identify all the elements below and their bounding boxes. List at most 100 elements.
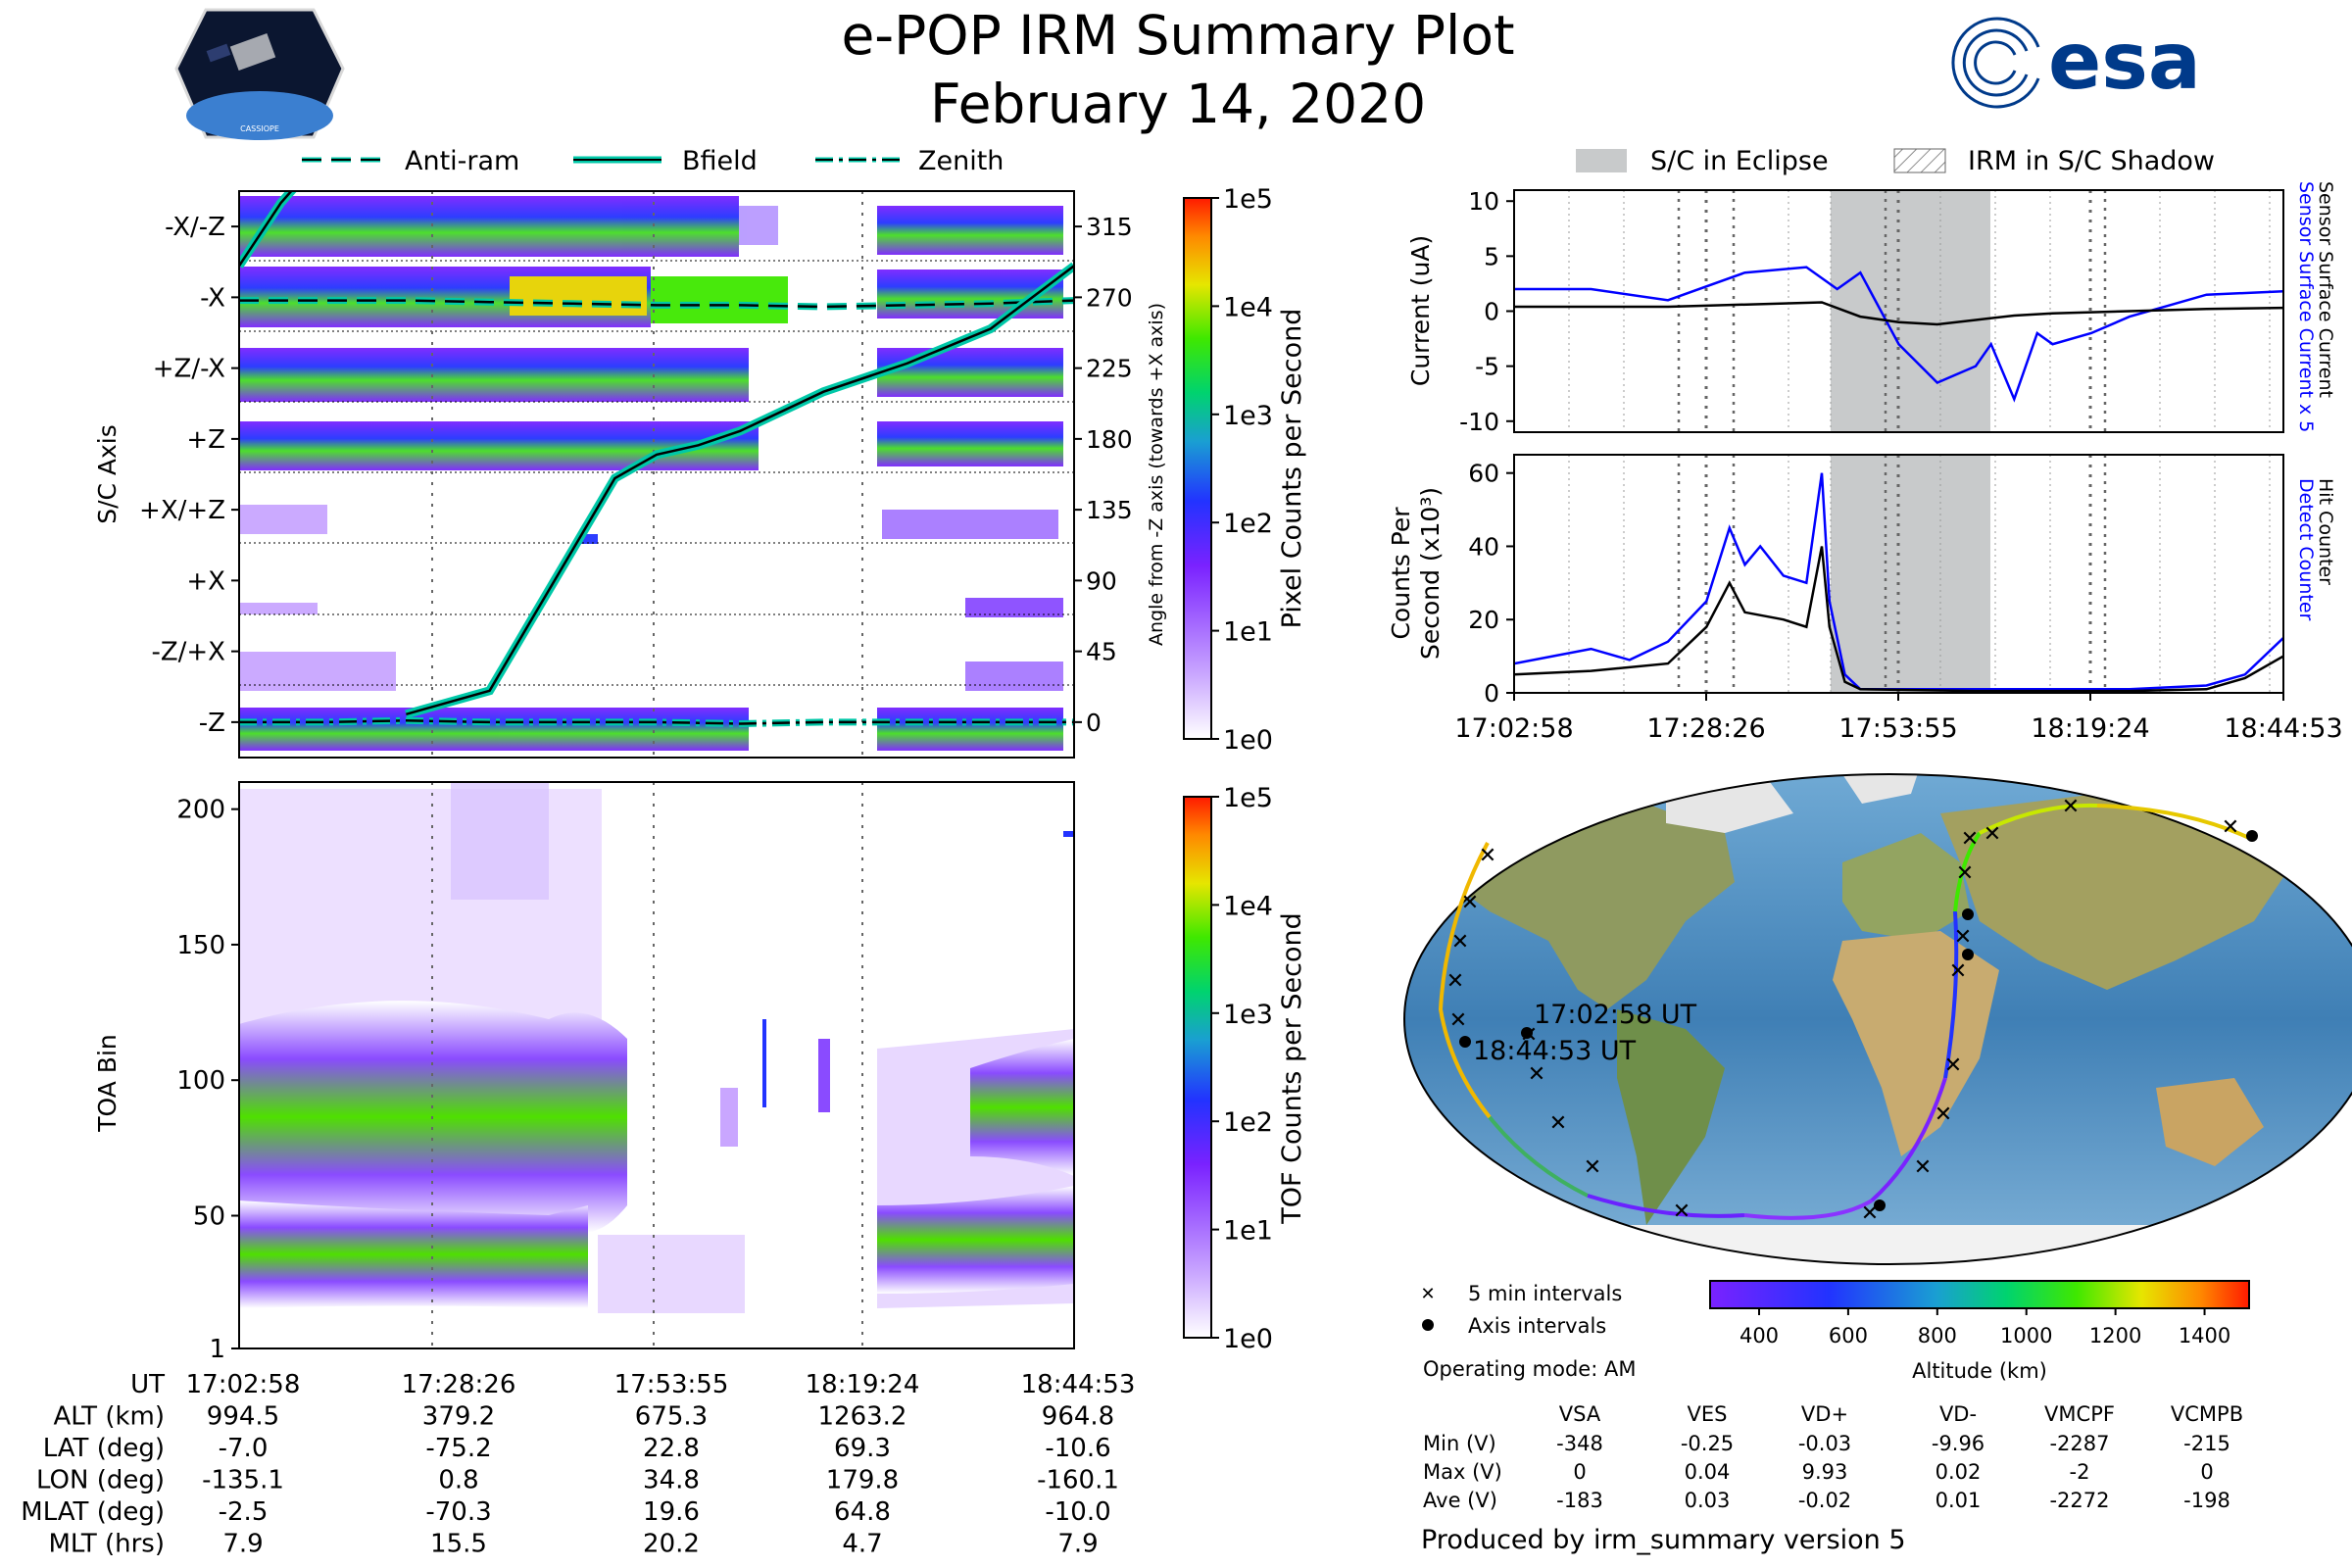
voltage-cell: -2 [2070,1460,2090,1484]
table-cell: 17:02:58 [186,1370,301,1399]
legend-axis-icon [1422,1319,1434,1331]
counts-ytick: 20 [1468,606,1499,634]
voltage-cell: -183 [1556,1489,1603,1512]
detect-counter-line [1514,472,2283,691]
table-cell: -160.1 [1037,1466,1119,1495]
axis-angle-tick: 315 [1086,213,1133,241]
map-legend: ✕ 5 min intervals Axis intervals Operati… [1420,1282,1636,1381]
axis-row-label: +Z [186,425,225,455]
axis-angle-tick: 90 [1086,566,1117,595]
table-row-label: MLT (hrs) [49,1530,166,1559]
voltage-cell: 0.01 [1936,1489,1982,1512]
axis-angle-tick: 0 [1086,709,1102,737]
voltage-cell: -215 [2183,1432,2230,1455]
colorbar-tick-label: 1e2 [1223,1107,1273,1138]
colorbar-tof-counts: 1e5 1e4 1e3 1e2 1e1 1e0 TOF Counts per Second [1183,783,1307,1354]
table-cell: 17:28:26 [402,1370,516,1399]
colorbar-tick-label: 1e3 [1223,1000,1273,1030]
colorbar-tick-label: 1e1 [1223,617,1273,648]
axis-row-labels: -X/-Z -X +Z/-X +Z +X/+Z +X -Z/+X -Z [139,213,239,738]
altitude-tick: 400 [1740,1324,1779,1348]
operating-mode: Operating mode: AM [1423,1357,1636,1381]
voltage-header: VMCPF [2044,1402,2115,1426]
map-start-label: 17:02:58 UT [1534,1000,1697,1030]
five-min-marker-icon: ✕ [1914,1155,1932,1180]
bfield-line [406,265,1074,716]
table-cell: 675.3 [635,1402,708,1432]
voltage-cell: 9.93 [1802,1460,1848,1484]
five-min-marker-icon: ✕ [1461,891,1479,915]
orbit-track [1438,803,2250,1220]
axis-heatmap [239,191,1074,758]
current-ylabel: Current (uA) [1406,235,1435,386]
colorbar-tick-label: 1e4 [1223,292,1273,322]
axis-row-label: +X/+Z [139,496,225,525]
anti-ram-line [239,299,1074,309]
toa-heatmap [239,782,1074,1348]
toa-ytick: 1 [209,1335,225,1364]
altitude-colorbar: 400 600 800 1000 1200 1400 Altitude (km) [1709,1280,2250,1383]
voltage-cell: -198 [2183,1489,2230,1512]
axis-interval-marker [2246,830,2258,842]
axis-row-label: -Z/+X [151,638,225,667]
voltage-header: VD+ [1801,1402,1848,1426]
legend-axis-label: Axis intervals [1468,1314,1606,1338]
table-cell: 18:44:53 [1021,1370,1136,1399]
table-cell: 64.8 [834,1497,891,1527]
counts-panel: 60 40 20 0 17:02:58 17:28:26 17:53:55 18:19:24… [1387,454,2343,744]
colorbar-pixel-counts: 1e5 1e4 1e3 1e2 1e1 1e0 Pixel Counts per Seco… [1183,184,1307,756]
legend-shadow: IRM in S/C Shadow [1968,146,2215,176]
voltage-cell: 0 [1573,1460,1586,1484]
five-min-marker-icon: ✕ [2062,795,2080,819]
table-cell: 69.3 [834,1434,891,1463]
voltage-cell: 0.03 [1685,1489,1731,1512]
counts-lines [1514,472,2283,693]
axis-angle-tick: 270 [1086,283,1133,312]
current-lines [1514,266,2283,403]
axis-interval-marker [1874,1200,1886,1211]
axis-angle-lines [239,191,1074,728]
voltage-cell: 0 [2200,1460,2213,1484]
counts-ytick: 40 [1468,532,1499,561]
right-legend: S/C in Eclipse IRM in S/C Shadow [1576,146,2215,176]
logo-esa-text: esa [2048,16,2201,107]
voltage-row-label: Max (V) [1423,1460,1502,1484]
legend-bfield: Bfield [682,146,758,176]
counts-right-label-black: Hit Counter [2315,478,2336,585]
voltage-header: VES [1688,1402,1728,1426]
table-cell: 20.2 [643,1530,700,1559]
table-row-label: UT [130,1370,165,1399]
colorbar-tick-label: 1e4 [1223,891,1273,921]
table-cell: -10.0 [1045,1497,1110,1527]
table-cell: 34.8 [643,1466,700,1495]
axis-right-ticks: 315 270 225 180 135 90 45 0 [1074,213,1133,737]
axis-interval-marker [1521,1027,1533,1039]
voltage-cell: -0.02 [1798,1489,1851,1512]
table-cell: 7.9 [222,1530,263,1559]
counts-right-label-blue: Detect Counter [2295,478,2317,621]
five-min-marker-icon: ✕ [1954,925,1972,950]
five-min-marker-icon: ✕ [1446,969,1464,994]
table-cell: 379.2 [422,1402,495,1432]
altitude-label: Altitude (km) [1912,1359,2047,1383]
voltage-header: VCMPB [2171,1402,2243,1426]
five-min-marker-icon: ✕ [2222,815,2239,840]
altitude-ticks: 400 600 800 1000 1200 1400 [1740,1308,2230,1348]
counts-xtick: 18:44:53 [2224,713,2342,744]
colorbar-tick-label: 1e2 [1223,509,1273,539]
counts-xtick: 17:53:55 [1838,713,1957,744]
counts-yticks: 60 40 20 0 [1468,460,1514,708]
colorbar-tick-label: 1e5 [1223,184,1273,215]
axis-panel: -X/-Z -X +Z/-X +Z +X/+Z +X -Z/+X -Z 315 270 225 18… [93,190,1167,759]
table-cell: 17:53:55 [614,1370,729,1399]
current-ytick: -5 [1475,353,1499,381]
voltage-cell: -0.25 [1681,1432,1734,1455]
voltage-header: VD- [1939,1402,1977,1426]
altitude-tick: 1400 [2179,1324,2230,1348]
five-min-marker-icon: ✕ [1528,1062,1545,1087]
orbit-map: ✕✕✕✕✕✕✕✕✕✕✕✕✕✕✕✕✕✕✕✕✕ 17:02:58 UT 18:44:… [1403,773,2352,1265]
hit-counter-line [1514,546,2283,693]
colorbar-bottom-label: TOF Counts per Second [1277,912,1307,1225]
legend-anti-ram: Anti-ram [405,146,519,176]
